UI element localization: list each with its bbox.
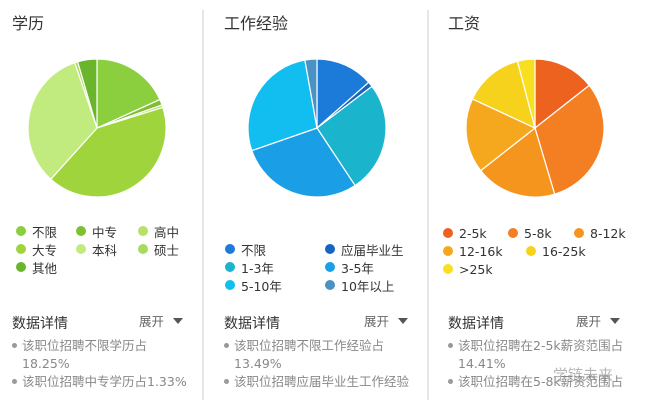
pie-slice[interactable] (251, 127, 356, 198)
pie-slice[interactable] (534, 58, 591, 130)
legend-dot-icon (325, 244, 335, 254)
caret-down-icon (398, 317, 409, 324)
legend-dot-icon (16, 244, 26, 254)
expand-button[interactable]: 展开 (364, 311, 409, 330)
legend-dot-icon (138, 226, 148, 236)
detail-item: 该职位招聘不限工作经验占 13.49% (224, 337, 419, 373)
pie-slice[interactable] (465, 98, 537, 172)
legend-item-unlimited[interactable]: 不限 (16, 222, 57, 240)
legend-item-3-5-years[interactable]: 3-5年 (325, 258, 374, 276)
legend-item-1-3-years[interactable]: 1-3年 (225, 258, 274, 276)
legend-item-other[interactable]: 其他 (16, 258, 57, 276)
watermark: 学链未来 (553, 366, 614, 384)
legend-dot-icon (325, 262, 335, 272)
legend-dot-icon (225, 280, 235, 290)
legend-item-bachelor[interactable]: 本科 (76, 240, 117, 258)
panel-title: 工资 (448, 14, 481, 33)
data-details-title: 数据详情 (448, 316, 504, 332)
legend-dot-icon (574, 228, 584, 238)
pie-slice[interactable] (27, 61, 98, 181)
caret-down-icon (610, 317, 621, 324)
legend-item-technical-school[interactable]: 中专 (76, 222, 117, 240)
panel-divider (427, 10, 429, 400)
legend-dot-icon (508, 228, 518, 238)
legend-item-master[interactable]: 硕士 (138, 240, 179, 258)
legend-dot-icon (443, 264, 453, 274)
legend-item-2-5k[interactable]: 2-5k (443, 224, 487, 242)
pie-slice[interactable] (304, 58, 318, 129)
pie-slice[interactable] (247, 59, 318, 152)
detail-item: 该职位招聘应届毕业生工作经验 (224, 373, 419, 391)
panel-title: 学历 (12, 14, 45, 33)
legend-dot-icon (225, 262, 235, 272)
pie-slice[interactable] (76, 58, 98, 129)
legend-item-junior-college[interactable]: 大专 (16, 240, 57, 258)
legend-dot-icon (325, 280, 335, 290)
legend-item-10-plus-years[interactable]: 10年以上 (325, 276, 394, 294)
legend-dot-icon (443, 246, 453, 256)
legend-dot-icon (225, 244, 235, 254)
legend-dot-icon (76, 244, 86, 254)
pie-slice[interactable] (96, 58, 161, 129)
legend-item-fresh-graduate[interactable]: 应届毕业生 (325, 240, 404, 258)
legend-item-unlimited[interactable]: 不限 (225, 240, 266, 258)
legend-dot-icon (526, 246, 536, 256)
salary-panel: 工资 2-5k 5-8k 8-12k 12-16k 16-25k >25k 数据… (430, 0, 664, 405)
salary-pie-chart (465, 58, 605, 198)
legend-item-16-25k[interactable]: 16-25k (526, 242, 586, 260)
detail-item: 该职位招聘在2-5k薪资范围占 14.41% (448, 337, 648, 373)
legend-item-8-12k[interactable]: 8-12k (574, 224, 626, 242)
education-pie-chart (27, 58, 167, 198)
details-list: 该职位招聘在2-5k薪资范围占 14.41% 该职位招聘在5-8k薪资范围占 (448, 337, 648, 391)
pie-slice[interactable] (479, 126, 556, 198)
legend-dot-icon (16, 262, 26, 272)
panel-title: 工作经验 (224, 14, 289, 33)
pie-slice[interactable] (516, 58, 536, 129)
pie-slice[interactable] (316, 58, 370, 130)
legend-dot-icon (138, 244, 148, 254)
legend-dot-icon (443, 228, 453, 238)
legend-item-5-10-years[interactable]: 5-10年 (225, 276, 282, 294)
pie-slice[interactable] (471, 60, 536, 130)
expand-button[interactable]: 展开 (576, 311, 621, 330)
data-details-title: 数据详情 (224, 316, 280, 332)
legend-item-5-8k[interactable]: 5-8k (508, 224, 552, 242)
legend-dot-icon (16, 226, 26, 236)
data-details-title: 数据详情 (12, 316, 68, 332)
detail-item: 该职位招聘在5-8k薪资范围占 (448, 373, 648, 391)
legend-item-12-16k[interactable]: 12-16k (443, 242, 503, 260)
experience-pie-chart (247, 58, 387, 198)
panel-divider (202, 10, 204, 400)
caret-down-icon (173, 317, 184, 324)
pie-slice[interactable] (534, 84, 605, 195)
legend-dot-icon (76, 226, 86, 236)
detail-item: 该职位招聘中专学历占1.33% (12, 373, 197, 391)
details-list: 该职位招聘不限学历占 18.25% 该职位招聘中专学历占1.33% (12, 337, 197, 391)
detail-item: 该职位招聘不限学历占 18.25% (12, 337, 197, 373)
education-panel: 学历 不限 中专 高中 大专 本科 硕士 其他 数据详情 展开 该职位招聘不限学… (0, 0, 200, 405)
pie-slice[interactable] (316, 85, 387, 187)
pie-slice[interactable] (49, 106, 167, 198)
expand-button[interactable]: 展开 (139, 311, 184, 330)
experience-panel: 工作经验 不限 应届毕业生 1-3年 3-5年 5-10年 10年以上 数据详情… (205, 0, 415, 405)
legend-item-over-25k[interactable]: >25k (443, 260, 493, 278)
legend-item-high-school[interactable]: 高中 (138, 222, 179, 240)
details-list: 该职位招聘不限工作经验占 13.49% 该职位招聘应届毕业生工作经验 (224, 337, 419, 391)
